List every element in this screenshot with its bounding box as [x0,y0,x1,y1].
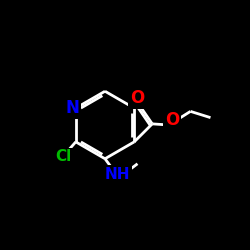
Text: Cl: Cl [55,149,72,164]
Text: N: N [66,99,80,117]
Text: NH: NH [105,167,130,182]
Text: O: O [165,111,179,129]
Text: O: O [130,90,144,108]
